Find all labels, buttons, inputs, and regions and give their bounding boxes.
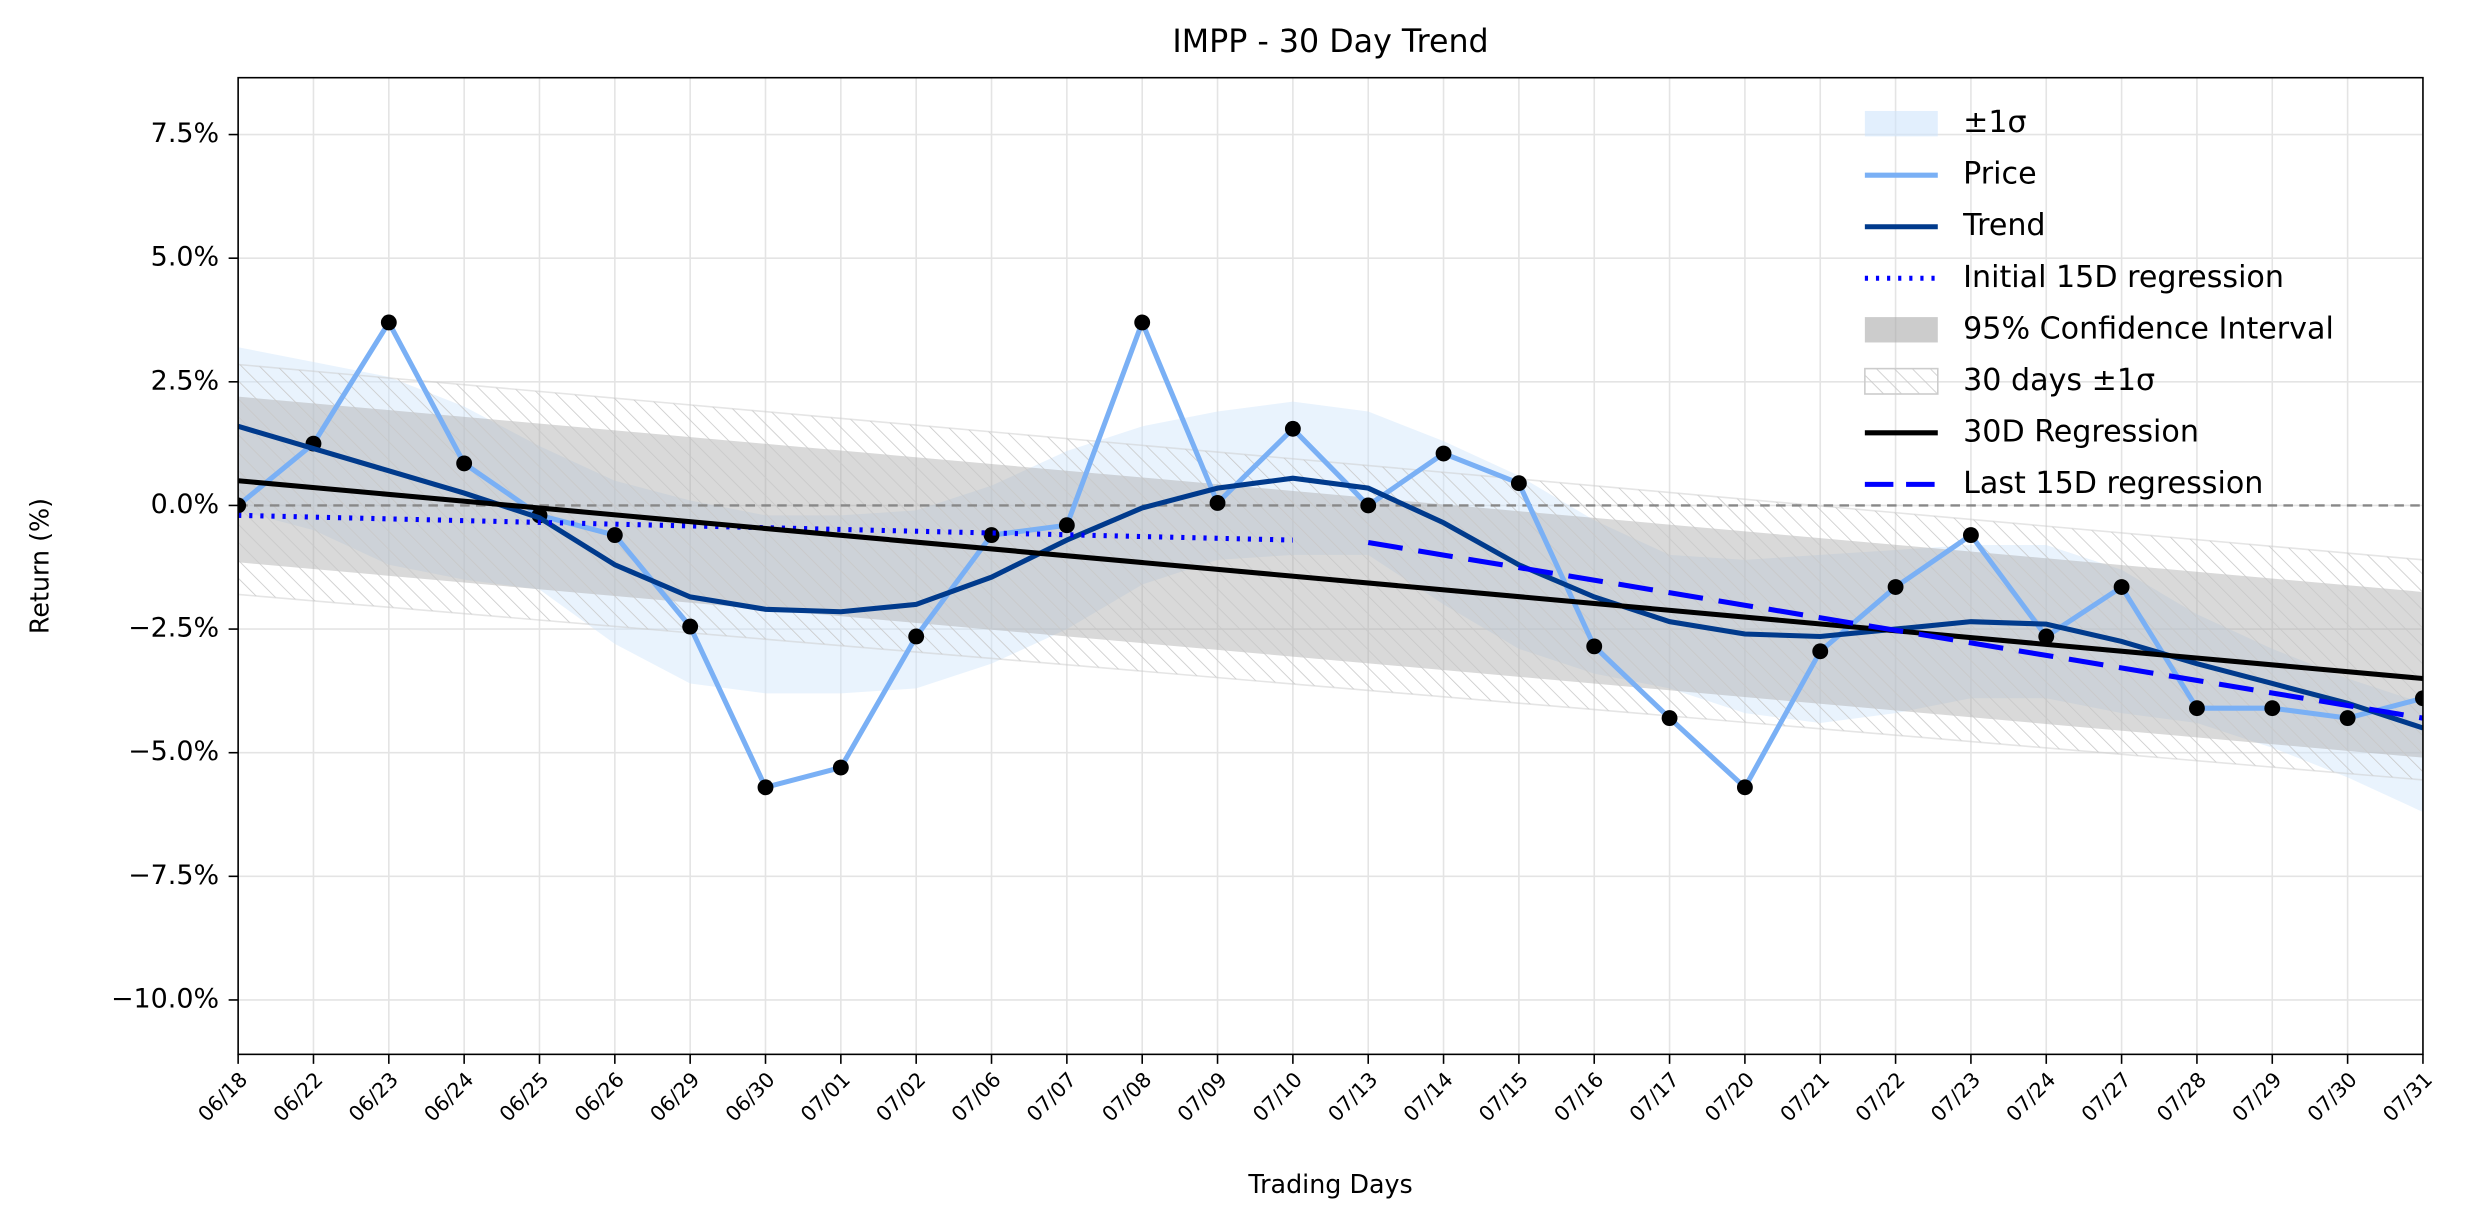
point xyxy=(1887,579,1904,595)
band xyxy=(238,363,2423,781)
x-tick-label: 06/18 xyxy=(193,1067,252,1126)
x-axis-label: Trading Days xyxy=(1247,1169,1412,1199)
x-tick-label: 06/22 xyxy=(269,1067,328,1126)
y-tick-label: −10.0% xyxy=(111,983,219,1014)
x-tick-label: 07/27 xyxy=(2077,1067,2136,1126)
point xyxy=(1586,638,1603,655)
x-tick-label: 06/26 xyxy=(570,1067,629,1126)
x-tick-label: 07/07 xyxy=(1022,1067,1081,1126)
point xyxy=(2415,690,2423,707)
x-tick-label: 07/28 xyxy=(2152,1067,2211,1126)
x-tick-label: 06/30 xyxy=(721,1067,780,1126)
point xyxy=(606,527,623,544)
point xyxy=(2038,628,2055,645)
x-tick-label: 06/25 xyxy=(495,1067,554,1126)
x-tick-label: 07/15 xyxy=(1474,1067,1533,1126)
x-tick-label: 07/21 xyxy=(1775,1067,1834,1126)
x-tick-label: 07/02 xyxy=(871,1067,930,1126)
legend-swatch xyxy=(1864,110,1938,137)
x-tick-label: 07/31 xyxy=(2378,1067,2437,1126)
y-tick-label: 2.5% xyxy=(151,365,219,396)
point xyxy=(1736,779,1753,796)
point xyxy=(682,618,699,635)
x-tick-label: 07/01 xyxy=(796,1067,855,1126)
chart-title: IMPP - 30 Day Trend xyxy=(1172,24,1488,60)
x-tick-label: 07/14 xyxy=(1399,1067,1458,1126)
point xyxy=(1360,497,1377,514)
point xyxy=(380,314,397,331)
x-tick-label: 07/09 xyxy=(1173,1067,1232,1126)
point xyxy=(983,527,1000,544)
plot-frame xyxy=(237,76,2424,1056)
point xyxy=(238,497,247,514)
x-tick-label: 07/10 xyxy=(1248,1067,1307,1126)
y-tick-label: −7.5% xyxy=(128,860,219,891)
x-tick-label: 06/23 xyxy=(344,1067,403,1126)
point xyxy=(1510,475,1527,492)
legend-label: Trend xyxy=(1962,208,2045,243)
legend-label: ±1σ xyxy=(1963,105,2026,140)
x-tick-label: 07/29 xyxy=(2227,1067,2286,1126)
point xyxy=(2264,700,2281,717)
x-tick-label: 07/30 xyxy=(2303,1067,2362,1126)
point xyxy=(832,759,849,776)
point xyxy=(2339,710,2356,727)
y-tick-label: −2.5% xyxy=(128,613,219,644)
point xyxy=(2189,700,2205,717)
y-tick-label: −5.0% xyxy=(128,736,219,767)
y-tick-label: 7.5% xyxy=(151,118,219,149)
y-tick-label: 5.0% xyxy=(151,242,219,273)
point xyxy=(1284,420,1301,437)
point xyxy=(908,628,925,645)
point xyxy=(1058,517,1075,534)
point xyxy=(2113,579,2130,595)
point xyxy=(1209,495,1226,511)
x-tick-label: 07/06 xyxy=(947,1067,1006,1126)
line xyxy=(238,423,2423,731)
point xyxy=(1134,314,1151,331)
y-axis-label: Return (%) xyxy=(25,498,55,634)
point xyxy=(1661,710,1678,727)
x-tick-label: 07/16 xyxy=(1549,1067,1608,1126)
point xyxy=(1812,643,1829,660)
x-tick-label: 07/08 xyxy=(1097,1067,1156,1126)
legend-label: 30 days ±1σ xyxy=(1963,363,2155,398)
line xyxy=(1367,540,2423,721)
legend-swatch xyxy=(1864,367,1939,395)
legend-label: Price xyxy=(1963,157,2036,192)
x-tick-label: 07/24 xyxy=(2001,1067,2060,1126)
legend-label: Initial 15D regression xyxy=(1963,260,2284,295)
x-tick-label: 07/20 xyxy=(1700,1067,1759,1126)
point xyxy=(757,779,774,796)
x-tick-label: 07/23 xyxy=(1926,1067,1985,1126)
point xyxy=(456,455,473,472)
legend-label: Last 15D regression xyxy=(1963,466,2263,501)
x-tick-label: 06/24 xyxy=(419,1067,478,1126)
legend-label: 95% Confidence Interval xyxy=(1963,311,2334,346)
x-tick-label: 07/17 xyxy=(1625,1067,1684,1126)
x-tick-label: 06/29 xyxy=(645,1067,704,1126)
line xyxy=(238,512,1293,543)
y-tick-label: 0.0% xyxy=(151,489,219,520)
x-tick-label: 07/22 xyxy=(1851,1067,1910,1126)
line xyxy=(238,478,2423,682)
legend-swatch xyxy=(1864,317,1938,343)
point xyxy=(1962,527,1979,544)
legend-label: 30D Regression xyxy=(1963,414,2199,449)
point xyxy=(1435,445,1452,462)
x-tick-label: 07/13 xyxy=(1323,1067,1382,1126)
